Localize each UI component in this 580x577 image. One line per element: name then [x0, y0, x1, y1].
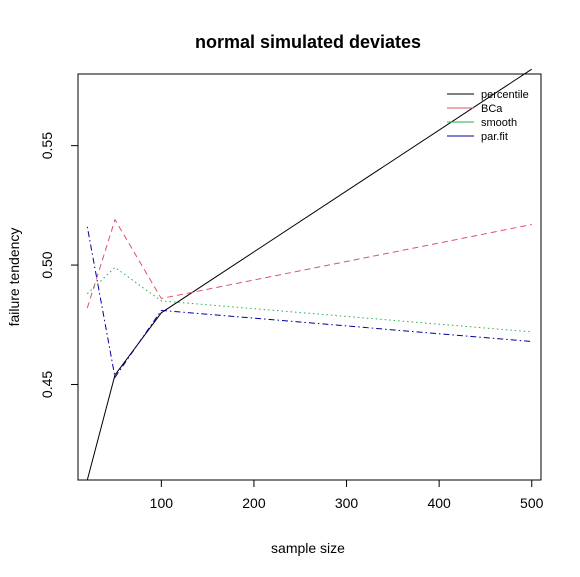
x-tick-label: 300: [335, 495, 359, 511]
x-axis-label: sample size: [271, 540, 345, 556]
y-tick-label: 0.50: [39, 251, 55, 278]
series-layer: [86, 68, 532, 481]
legend-label: par.fit: [481, 131, 508, 143]
legend-label: BCa: [481, 103, 503, 115]
x-tick-label: 500: [520, 495, 544, 511]
series-line-percentile: [86, 68, 532, 481]
series-line-par-fit: [86, 226, 532, 379]
legend-label: percentile: [481, 89, 529, 101]
x-tick-label: 400: [427, 495, 451, 511]
x-axis: 100 200 300 400 500: [150, 479, 544, 511]
plot-frame: [77, 73, 542, 481]
y-axis: 0.45 0.50 0.55: [39, 132, 79, 398]
legend-label: smooth: [481, 117, 517, 129]
x-tick-label: 100: [150, 495, 174, 511]
y-tick-label: 0.55: [39, 132, 55, 159]
legend: percentile BCa smooth par.fit: [447, 89, 529, 143]
y-tick-label: 0.45: [39, 371, 55, 398]
y-axis-label: failure tendency: [6, 228, 22, 327]
series-line-bca: [86, 218, 532, 309]
series-line-smooth: [86, 266, 532, 333]
x-tick-label: 200: [242, 495, 266, 511]
chart-title: normal simulated deviates: [195, 32, 421, 52]
